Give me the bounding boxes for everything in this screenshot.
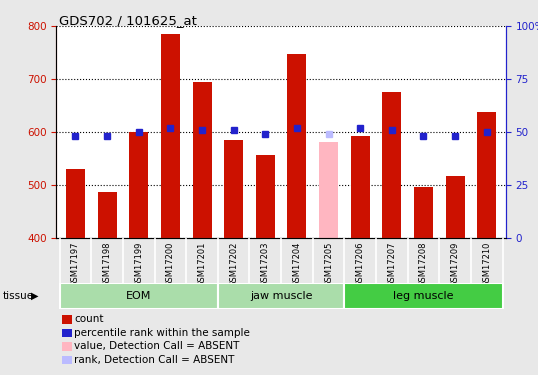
Text: GSM17207: GSM17207 (387, 242, 397, 287)
Text: GSM17204: GSM17204 (293, 242, 301, 287)
Text: rank, Detection Call = ABSENT: rank, Detection Call = ABSENT (74, 355, 235, 365)
Text: percentile rank within the sample: percentile rank within the sample (74, 328, 250, 338)
Text: jaw muscle: jaw muscle (250, 291, 313, 301)
Text: GSM17205: GSM17205 (324, 242, 333, 287)
Bar (287, 54, 307, 238)
Text: GSM17202: GSM17202 (229, 242, 238, 287)
Bar (256, 155, 275, 238)
Bar (60, 283, 218, 309)
Text: count: count (74, 315, 104, 324)
Text: GSM17210: GSM17210 (482, 242, 491, 287)
Text: GSM17203: GSM17203 (261, 242, 270, 287)
Bar (97, 192, 117, 238)
Text: tissue: tissue (3, 291, 34, 301)
Bar (445, 176, 465, 238)
Bar (218, 283, 344, 309)
Text: EOM: EOM (126, 291, 151, 301)
Bar (193, 82, 211, 238)
Text: leg muscle: leg muscle (393, 291, 454, 301)
Text: GSM17209: GSM17209 (451, 242, 459, 287)
Bar (344, 283, 502, 309)
Bar (414, 187, 433, 238)
Text: GSM17200: GSM17200 (166, 242, 175, 287)
Text: value, Detection Call = ABSENT: value, Detection Call = ABSENT (74, 342, 239, 351)
Text: GSM17199: GSM17199 (134, 242, 143, 287)
Bar (224, 140, 243, 238)
Text: GSM17208: GSM17208 (419, 242, 428, 287)
Bar (161, 34, 180, 238)
Text: GSM17201: GSM17201 (197, 242, 207, 287)
Bar (351, 136, 370, 238)
Text: GSM17206: GSM17206 (356, 242, 365, 287)
Text: GSM17198: GSM17198 (103, 242, 111, 287)
Text: GDS702 / 101625_at: GDS702 / 101625_at (59, 14, 197, 27)
Bar (383, 93, 401, 238)
Bar (129, 132, 148, 238)
Bar (66, 169, 85, 238)
Bar (319, 142, 338, 238)
Text: ▶: ▶ (31, 291, 39, 301)
Text: GSM17197: GSM17197 (71, 242, 80, 287)
Bar (477, 112, 496, 238)
